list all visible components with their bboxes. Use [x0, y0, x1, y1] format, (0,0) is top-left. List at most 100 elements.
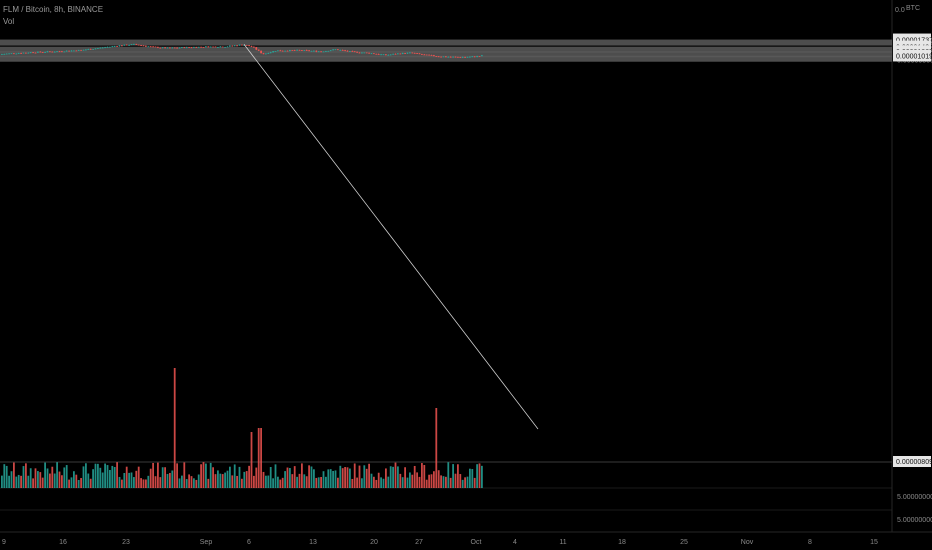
candle-body[interactable] — [459, 57, 462, 58]
candle-body[interactable] — [301, 50, 303, 51]
candle-body[interactable] — [231, 45, 234, 47]
candle-body[interactable] — [411, 52, 414, 54]
candle-body[interactable] — [221, 46, 224, 48]
candle-body[interactable] — [15, 53, 18, 55]
candle-body[interactable] — [317, 51, 320, 53]
candle-body[interactable] — [387, 54, 390, 56]
candle-body[interactable] — [248, 45, 250, 47]
candle-body[interactable] — [22, 52, 25, 54]
candle-body[interactable] — [327, 50, 330, 52]
candle-body[interactable] — [152, 46, 154, 48]
candle-body[interactable] — [173, 47, 176, 49]
candle-body[interactable] — [44, 52, 46, 53]
candle-body[interactable] — [164, 47, 166, 49]
candle-body[interactable] — [471, 56, 474, 58]
currency-label[interactable]: BTC — [906, 5, 920, 12]
candle-body[interactable] — [320, 51, 322, 53]
candle-body[interactable] — [344, 50, 346, 52]
candle-body[interactable] — [457, 56, 459, 58]
candle-body[interactable] — [37, 51, 39, 53]
candle-body[interactable] — [296, 49, 298, 51]
candle-body[interactable] — [171, 47, 174, 49]
candle-body[interactable] — [145, 45, 147, 47]
candle-body[interactable] — [341, 49, 344, 51]
candle-body[interactable] — [476, 55, 478, 57]
candle-body[interactable] — [454, 56, 457, 58]
candle-body[interactable] — [385, 54, 387, 56]
candle-body[interactable] — [466, 56, 469, 58]
candle-body[interactable] — [349, 51, 351, 52]
candle-body[interactable] — [49, 51, 51, 53]
candle-body[interactable] — [401, 53, 404, 55]
candle-body[interactable] — [193, 47, 195, 48]
candle-body[interactable] — [329, 50, 332, 52]
candle-body[interactable] — [423, 54, 426, 56]
candle-body[interactable] — [70, 50, 73, 52]
candle-body[interactable] — [116, 46, 118, 47]
candle-body[interactable] — [445, 56, 447, 58]
candle-body[interactable] — [325, 50, 327, 52]
candle-body[interactable] — [442, 56, 445, 58]
candle-body[interactable] — [452, 56, 454, 58]
candle-body[interactable] — [368, 52, 370, 54]
candle-body[interactable] — [269, 52, 272, 54]
candle-body[interactable] — [433, 55, 435, 57]
candle-body[interactable] — [113, 46, 116, 47]
candle-body[interactable] — [169, 47, 171, 49]
candle-body[interactable] — [250, 46, 253, 47]
volume-indicator-label[interactable]: Vol — [3, 17, 15, 26]
candle-body[interactable] — [27, 52, 30, 54]
support-resistance-zone[interactable] — [0, 55, 892, 62]
candle-body[interactable] — [89, 49, 92, 50]
candle-body[interactable] — [99, 47, 102, 49]
support-resistance-zone[interactable] — [0, 39, 892, 46]
candle-body[interactable] — [265, 53, 267, 55]
candle-body[interactable] — [17, 53, 20, 54]
candle-body[interactable] — [241, 44, 243, 46]
candle-body[interactable] — [437, 56, 440, 58]
candle-body[interactable] — [353, 51, 356, 53]
candle-body[interactable] — [267, 53, 270, 54]
candle-body[interactable] — [154, 46, 157, 48]
candle-body[interactable] — [65, 50, 68, 52]
candle-body[interactable] — [183, 47, 186, 48]
candle-body[interactable] — [365, 52, 368, 54]
support-resistance-zone[interactable] — [0, 46, 892, 53]
candle-body[interactable] — [73, 50, 75, 52]
candle-body[interactable] — [392, 53, 394, 55]
candle-body[interactable] — [80, 49, 82, 51]
candle-body[interactable] — [397, 53, 399, 55]
candle-body[interactable] — [195, 47, 198, 48]
candle-body[interactable] — [25, 52, 27, 54]
candle-body[interactable] — [101, 47, 104, 49]
candle-body[interactable] — [243, 45, 246, 46]
candle-body[interactable] — [356, 51, 358, 53]
candle-body[interactable] — [63, 51, 66, 53]
candle-body[interactable] — [123, 44, 126, 46]
candle-body[interactable] — [394, 53, 397, 55]
candle-body[interactable] — [97, 48, 99, 49]
candle-body[interactable] — [77, 49, 80, 51]
candle-body[interactable] — [130, 44, 133, 46]
candle-body[interactable] — [293, 50, 296, 52]
candle-body[interactable] — [298, 49, 301, 51]
candle-body[interactable] — [5, 53, 8, 55]
candle-body[interactable] — [469, 56, 471, 58]
candle-body[interactable] — [149, 46, 152, 48]
candle-body[interactable] — [13, 53, 15, 55]
candle-body[interactable] — [430, 55, 433, 56]
candle-body[interactable] — [1, 54, 3, 55]
candle-body[interactable] — [147, 46, 150, 48]
candle-body[interactable] — [92, 49, 94, 50]
candle-body[interactable] — [142, 45, 145, 47]
candle-body[interactable] — [135, 43, 138, 45]
candle-body[interactable] — [32, 52, 34, 54]
candle-body[interactable] — [238, 44, 241, 46]
candle-body[interactable] — [128, 44, 130, 46]
candle-body[interactable] — [219, 46, 222, 48]
candle-body[interactable] — [202, 46, 205, 48]
candle-body[interactable] — [339, 49, 342, 51]
candle-body[interactable] — [281, 50, 284, 52]
candle-body[interactable] — [8, 53, 10, 55]
candle-body[interactable] — [245, 45, 248, 46]
